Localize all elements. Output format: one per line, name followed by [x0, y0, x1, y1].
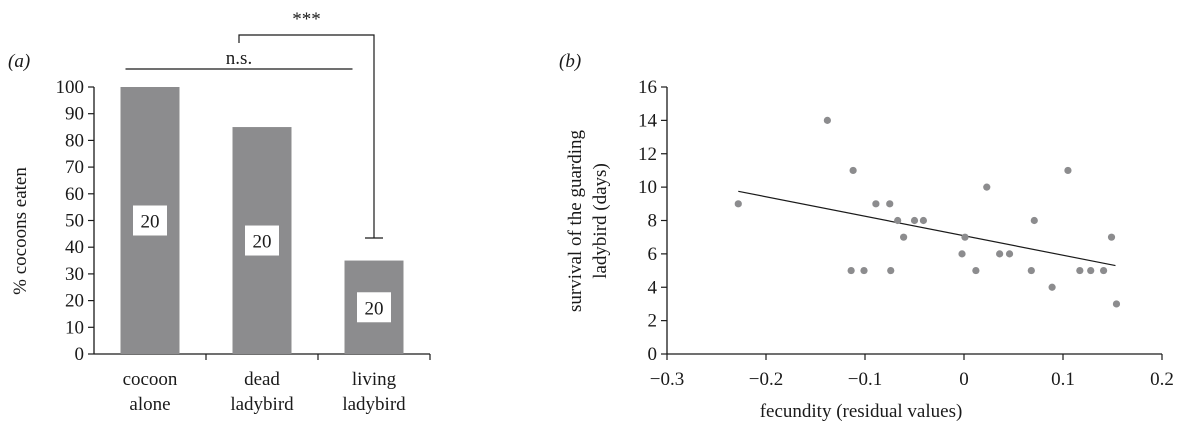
panel-a-y-tick-label: 90 — [65, 104, 84, 125]
panel-b-data-point — [919, 216, 928, 225]
panel-b-label: (b) — [559, 51, 581, 72]
panel-a-count-box — [245, 225, 279, 256]
panel-b-scatter-chart: 0 2 4 6 8 10 12 14 16 −0.3 −0.2 −0.1 0 0.1 0.2 survival… — [565, 77, 1174, 390]
panel-b-data-point — [958, 250, 966, 258]
panel-a-y-tick-label: 100 — [56, 77, 85, 98]
panel-a-y-tick-label: 60 — [65, 184, 84, 205]
panel-a-sig-label: *** — [292, 9, 321, 30]
panel-b-data-point — [734, 200, 742, 208]
panel-b-data-point — [886, 200, 894, 208]
panel-a-y-tick-label: 10 — [65, 317, 84, 338]
panel-b-data-point — [1005, 250, 1014, 258]
panel-b-y-tick-label: 0 — [648, 344, 658, 365]
panel-a-x-tick-label: ladybird — [230, 394, 294, 415]
panel-b-x-tick-label: −0.2 — [749, 369, 783, 390]
panel-a-ns-label: n.s. — [226, 48, 252, 69]
panel-b-data-point — [1064, 166, 1072, 175]
panel-b-y-tick-label: 8 — [648, 211, 658, 232]
panel-a-label: (a) — [8, 51, 30, 72]
panel-b-x-tick-label: 0.2 — [1150, 369, 1174, 390]
panel-b-y-tick-label: 16 — [638, 77, 657, 98]
panel-a-y-tick-label: 30 — [65, 264, 84, 285]
panel-b-y-tick-label: 6 — [648, 244, 658, 265]
panel-a-bar-chart: 0 10 20 30 40 50 60 70 80 90 100 cocoon alone dead lad… — [56, 9, 431, 415]
panel-b-data-point — [1099, 266, 1108, 275]
panel-b-x-tick-label: 0.1 — [1051, 369, 1075, 390]
panel-b-data-point — [1048, 283, 1056, 291]
panel-a-count-box — [133, 205, 167, 236]
panel-a-x-tick-label: cocoon — [123, 369, 178, 390]
panel-a-count-box — [357, 292, 391, 323]
panel-b-y-axis-title: ladybird (days) — [590, 163, 611, 279]
panel-a-count-label: 20 — [253, 232, 272, 253]
panel-b-data-point — [1027, 266, 1035, 275]
panel-b-data-point — [1112, 300, 1121, 308]
panel-b-data-point — [887, 266, 895, 275]
panel-b-data-point — [1087, 266, 1095, 275]
panel-b-data-point — [849, 166, 857, 175]
panel-b-y-tick-label: 4 — [648, 277, 658, 298]
panel-b-data-point — [983, 183, 991, 191]
panel-b-data-point — [823, 116, 831, 124]
panel-b-data-point — [860, 266, 868, 275]
panel-b-data-point — [900, 233, 908, 241]
panel-b-data-point — [847, 266, 855, 275]
panel-a-y-tick-label: 20 — [65, 291, 84, 312]
panel-b-x-tick-label: 0 — [959, 369, 969, 390]
panel-b-y-axis-title: survival of the guarding — [565, 129, 586, 312]
panel-b-data-point — [996, 250, 1004, 258]
panel-b-data-point — [1107, 233, 1116, 241]
panel-b-data-point — [910, 216, 919, 225]
panel-a-y-tick-label: 70 — [65, 157, 84, 178]
panel-b-y-tick-label: 10 — [638, 177, 657, 198]
panel-a-sig-bracket — [238, 34, 375, 238]
panel-b-x-axis-title: fecundity (residual values) — [760, 401, 963, 421]
panel-a-count-label: 20 — [141, 212, 160, 233]
panel-a-y-tick-label: 0 — [75, 344, 85, 365]
panel-b-data-point — [894, 216, 902, 225]
panel-b-data-point — [972, 266, 980, 275]
panel-b-data-point — [1076, 266, 1084, 275]
panel-a-x-tick-label: living — [352, 369, 397, 390]
panel-a-count-label: 20 — [365, 298, 384, 319]
panel-a-x-tick-label: dead — [244, 369, 280, 390]
panel-a-x-tick-label: ladybird — [342, 394, 406, 415]
panel-b-y-tick-label: 2 — [648, 311, 658, 332]
panel-a-x-tick-label: alone — [129, 394, 170, 415]
panel-b-x-tick-label: −0.3 — [650, 369, 684, 390]
panel-b-data-point — [1030, 216, 1038, 225]
panel-b-trendline — [738, 190, 1116, 267]
panel-a-y-tick-label: 40 — [65, 237, 84, 258]
panel-b-y-tick-label: 14 — [638, 110, 658, 131]
panel-a-y-tick-label: 80 — [65, 130, 84, 151]
panel-b-x-tick-label: −0.1 — [848, 369, 882, 390]
panel-a-y-tick-label: 50 — [65, 211, 84, 232]
panel-b-y-tick-label: 12 — [638, 144, 657, 165]
panel-b-data-point — [872, 200, 880, 208]
panel-a-y-axis-title: % cocoons eaten — [10, 167, 31, 295]
panel-b-data-point — [961, 233, 969, 241]
